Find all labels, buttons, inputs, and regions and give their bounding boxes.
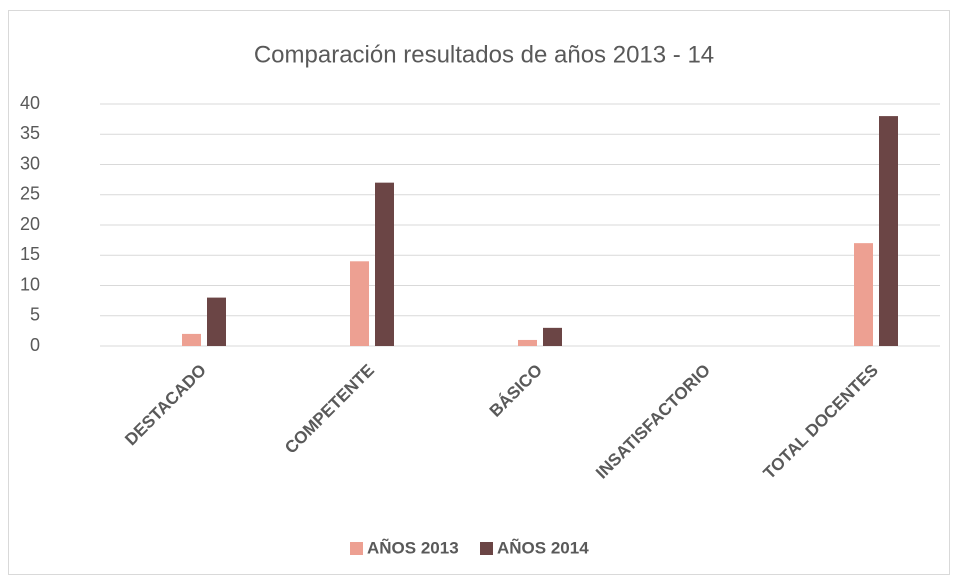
chart-title: Comparación resultados de años 2013 - 14 bbox=[254, 41, 714, 68]
y-tick-label: 40 bbox=[20, 93, 40, 113]
y-tick-label: 15 bbox=[20, 244, 40, 264]
bar bbox=[854, 243, 873, 346]
y-tick-label: 5 bbox=[30, 305, 40, 325]
y-tick-label: 35 bbox=[20, 123, 40, 143]
bar bbox=[182, 333, 201, 346]
y-tick-label: 10 bbox=[20, 274, 40, 294]
y-tick-label: 0 bbox=[30, 335, 40, 355]
bar bbox=[543, 327, 562, 346]
legend-label: AÑOS 2013 bbox=[367, 537, 459, 557]
bar bbox=[207, 297, 226, 346]
y-tick-label: 20 bbox=[20, 214, 40, 234]
y-tick-label: 30 bbox=[20, 153, 40, 173]
bar bbox=[375, 182, 394, 346]
legend-swatch bbox=[350, 542, 363, 555]
y-tick-label: 25 bbox=[20, 184, 40, 204]
bar bbox=[518, 339, 537, 346]
chart-frame bbox=[8, 10, 950, 575]
legend-swatch bbox=[480, 542, 493, 555]
bar bbox=[879, 116, 898, 346]
legend-label: AÑOS 2014 bbox=[497, 537, 589, 557]
bar bbox=[350, 261, 369, 346]
